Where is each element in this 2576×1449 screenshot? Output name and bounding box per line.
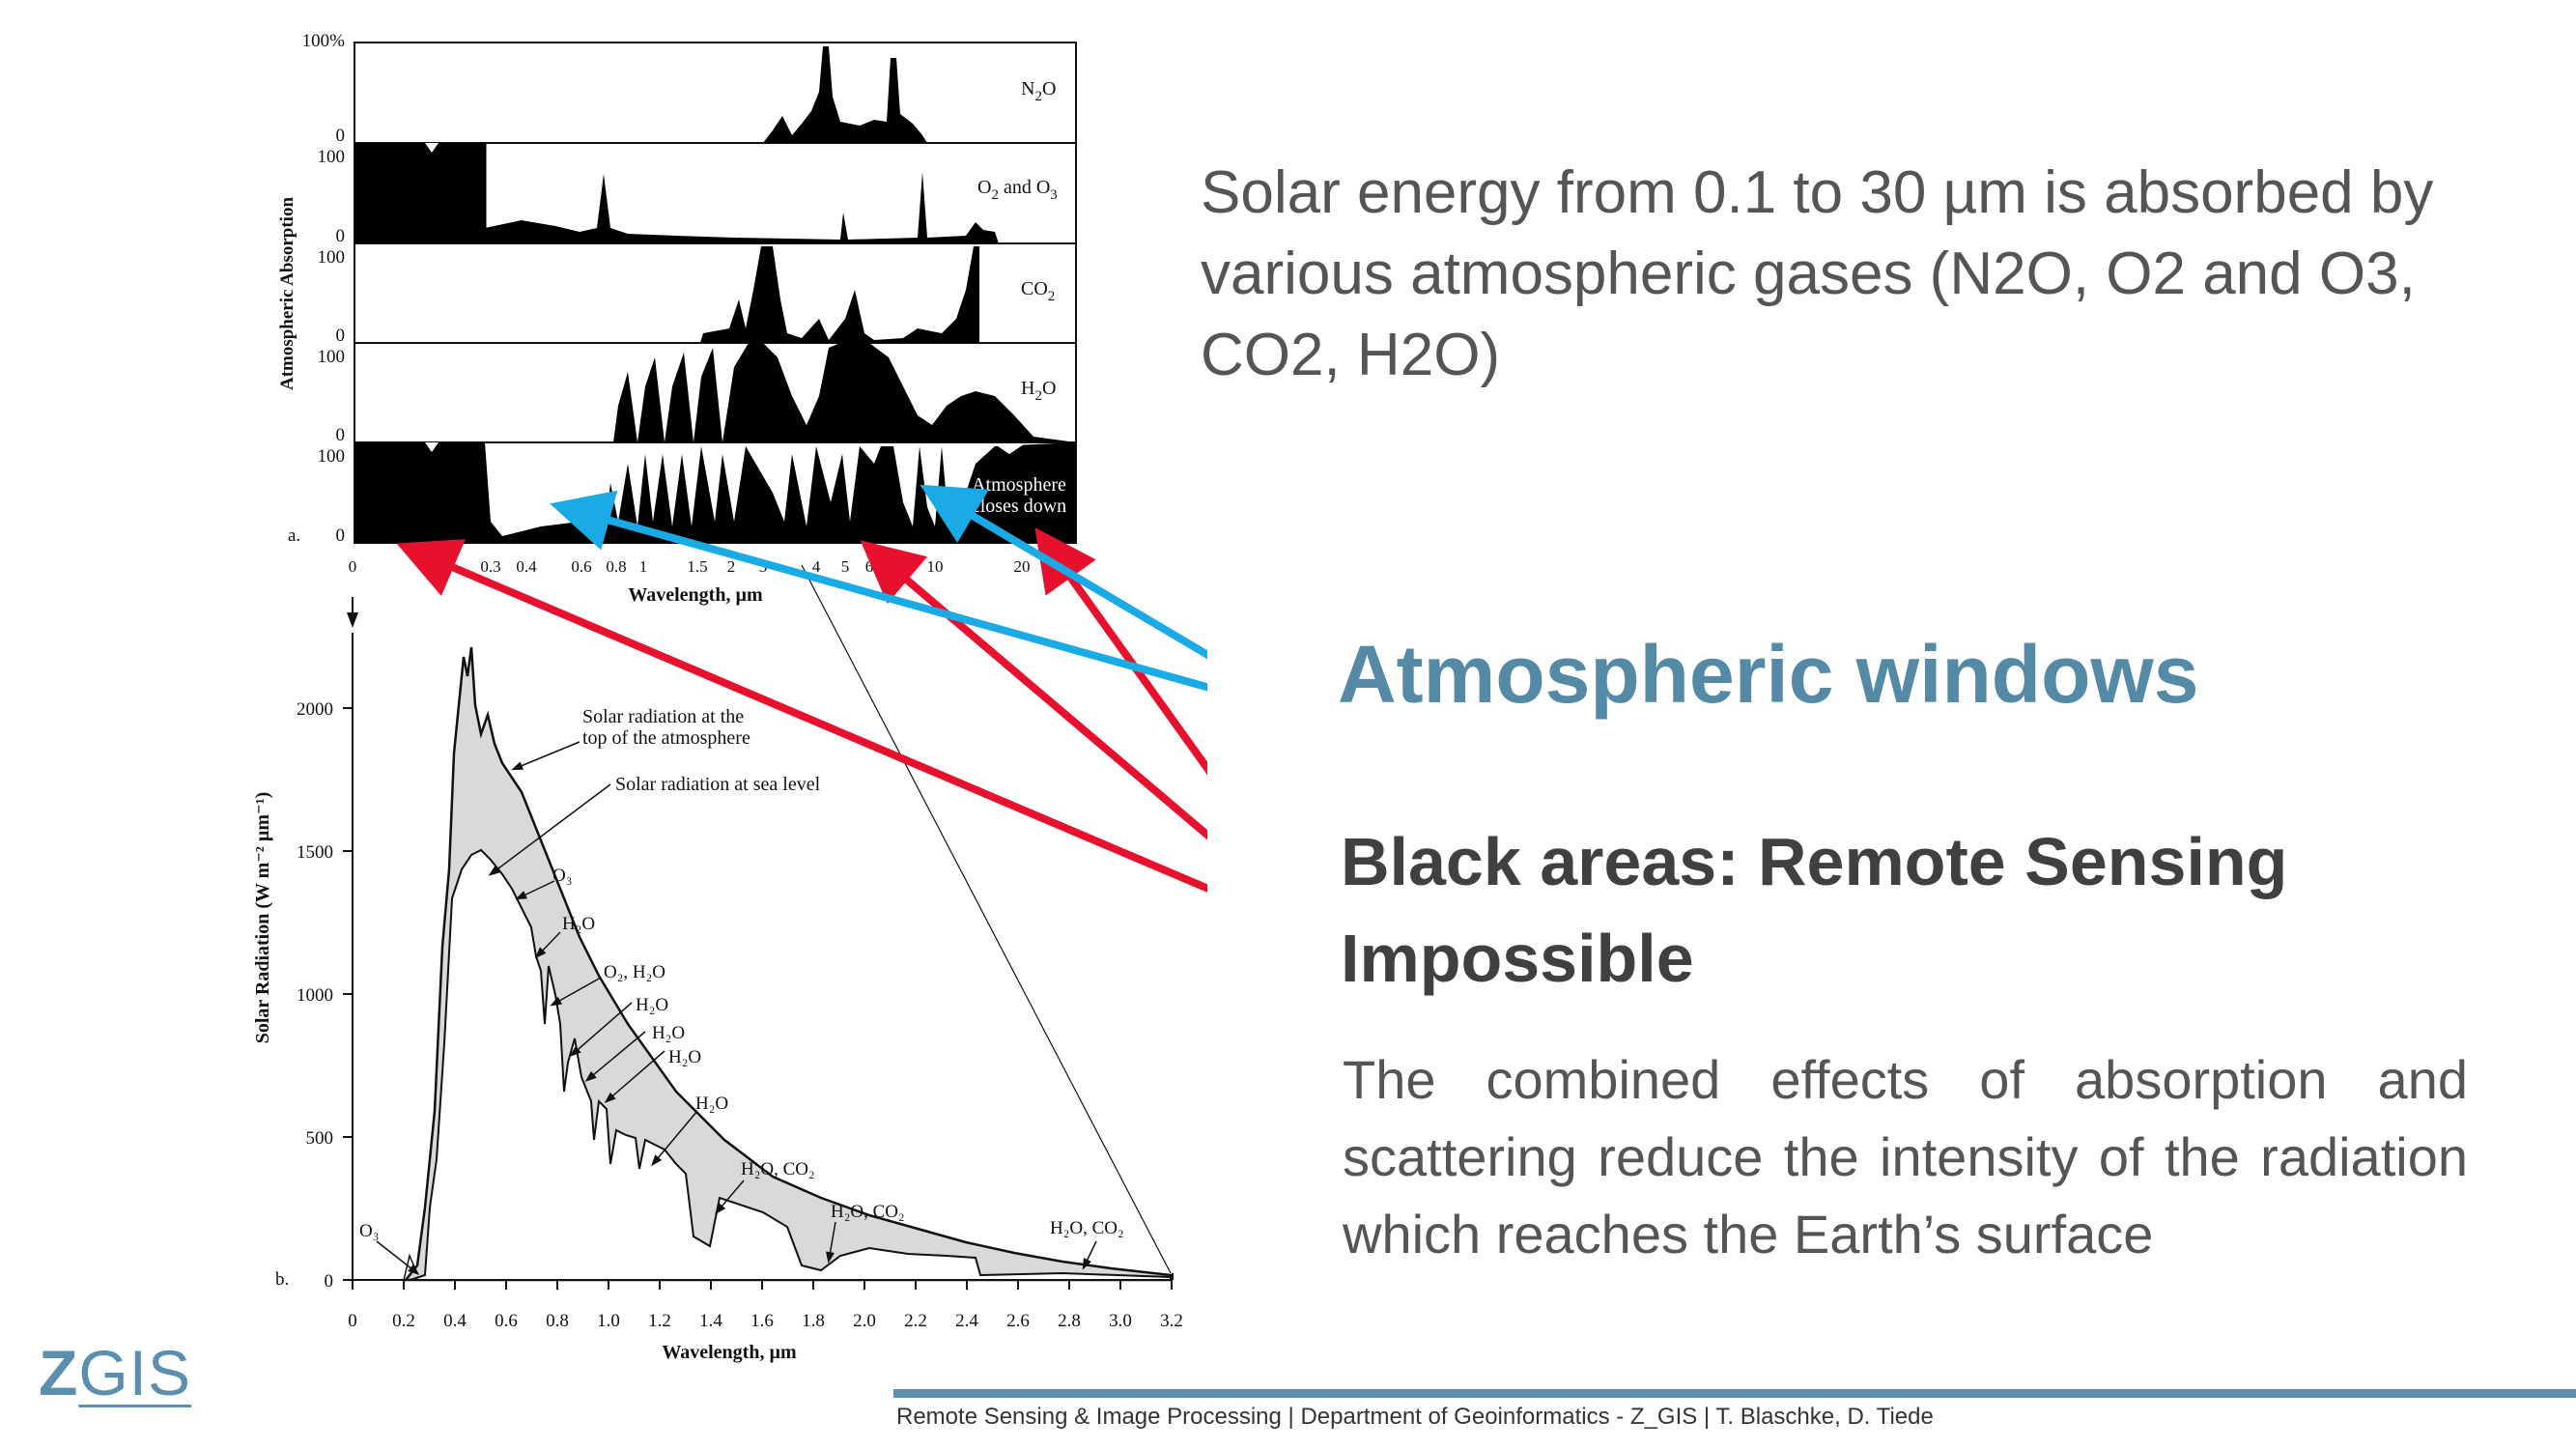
absorption-x-tick: 4 <box>812 557 821 576</box>
absorption-x-axis-label: Wavelength, µm <box>628 584 763 606</box>
solar-x-tick: 2.4 <box>955 1311 978 1331</box>
footer-text: Remote Sensing & Image Processing | Depa… <box>896 1404 1934 1430</box>
panel-1-bottom-label: 0 <box>336 126 346 146</box>
logo-gis: GIS <box>78 1337 192 1408</box>
absorption-x-tick: 0 <box>349 557 357 576</box>
solar-x-tick: 2.8 <box>1058 1311 1081 1331</box>
annotation-window-line1: Atmospheric <box>495 467 595 488</box>
solar-x-tick: 0.2 <box>392 1311 415 1331</box>
solar-x-tick: 0.4 <box>443 1311 467 1331</box>
absorption-feature-label: H₂O <box>652 1023 685 1043</box>
annotation-window-line2: window <box>515 488 578 509</box>
solar-x-tick: 0.8 <box>546 1311 569 1331</box>
gas-label-o2-o3: O2 and O3 <box>977 177 1058 203</box>
absorption-feature-label: H₂O, CO₂ <box>741 1159 815 1179</box>
solar-x-tick: 1.0 <box>597 1311 620 1331</box>
absorption-feature-label: O₃ <box>359 1221 379 1241</box>
absorption-chart: 100% 0 100 0 100 0 100 0 100 0 N2O O2 an… <box>277 31 1079 606</box>
absorption-feature-label: H₂O <box>562 914 595 934</box>
panel-4-top-label: 100 <box>318 347 346 367</box>
co2-absorption-band <box>700 246 979 343</box>
solar-x-tick: 1.6 <box>750 1311 774 1331</box>
footer-bar <box>893 1389 2576 1398</box>
panel-5-bottom-label: 0 <box>336 526 346 546</box>
h2o-absorption-band <box>613 343 1076 442</box>
absorption-x-tick: 0.3 <box>480 557 500 576</box>
absorption-feature-label: H₂O <box>668 1047 701 1067</box>
annotation-arrows <box>396 484 1207 893</box>
panel-1-top-label: 100% <box>302 31 346 51</box>
logo-z: Z <box>39 1337 79 1408</box>
combined-effects-text: The combined effects of absorption and s… <box>1343 1049 2468 1264</box>
absorption-x-tick: 6 <box>865 557 874 576</box>
absorption-x-tick: 10 <box>927 557 944 576</box>
solar-y-tick: 1500 <box>297 842 333 863</box>
solar-x-tick: 1.2 <box>648 1311 671 1331</box>
main-description: Solar energy from 0.1 to 30 µm is absorb… <box>1201 159 2434 388</box>
absorption-x-tick: 5 <box>841 557 850 576</box>
spectrum-figure: 100% 0 100 0 100 0 100 0 100 0 N2O O2 an… <box>252 31 1207 1363</box>
black-areas-text: Black areas: Remote Sensing Impossible <box>1341 824 2288 996</box>
solar-x-tick: 2.2 <box>904 1311 927 1331</box>
solar-y-ticks: 0 500 1000 1500 2000 <box>297 699 353 1292</box>
atmospheric-windows-heading: Atmospheric windows <box>1338 629 2199 720</box>
absorption-y-axis-label: Atmospheric Absorption <box>277 197 297 390</box>
absorption-feature-labels: O₃ H₂O O₂, H₂O H₂O H₂O H₂O H₂O H₂O, CO₂ H₂O, CO₂… <box>359 866 1124 1241</box>
gas-label-n2o: N2O <box>1021 78 1056 104</box>
solar-y-tick: 500 <box>306 1128 334 1149</box>
solar-x-tick: 0.6 <box>495 1311 518 1331</box>
panel-2-bottom-label: 0 <box>336 226 346 246</box>
solar-x-tick: 0 <box>348 1311 357 1331</box>
annotation-closes-line1: Atmosphere <box>972 474 1066 496</box>
label-top-atmosphere-line1: Solar radiation at the <box>582 706 744 727</box>
n2o-absorption-band <box>763 46 927 143</box>
solar-radiation-chart: 0 500 1000 1500 2000 0 0.2 0.4 0.6 0.8 1.0 1.2 1.4 1… <box>252 564 1183 1363</box>
zgis-logo: ZGIS <box>39 1336 191 1409</box>
solar-x-tick: 3.0 <box>1109 1311 1132 1331</box>
absorption-feature-label: H₂O <box>695 1094 728 1114</box>
panel-b-label: b. <box>275 1269 289 1290</box>
solar-x-tick: 1.8 <box>802 1311 825 1331</box>
gas-label-h2o: H2O <box>1021 378 1056 404</box>
total-absorption-band <box>354 442 1076 543</box>
solar-y-tick: 0 <box>325 1271 334 1292</box>
solar-sea-level-area <box>410 848 1172 1281</box>
solar-x-tick: 1.4 <box>699 1311 722 1331</box>
solar-x-tick: 3.2 <box>1160 1311 1183 1331</box>
solar-y-tick: 1000 <box>297 985 333 1006</box>
panel-4-bottom-label: 0 <box>336 425 346 445</box>
label-top-atmosphere-line2: top of the atmosphere <box>582 727 750 749</box>
panel-a-label: a. <box>288 526 300 546</box>
absorption-x-tick: 0.6 <box>571 557 591 576</box>
panel-3-bottom-label: 0 <box>336 326 346 346</box>
panel-5-top-label: 100 <box>318 446 346 467</box>
solar-x-tick: 2.0 <box>853 1311 876 1331</box>
solar-y-axis-label: Solar Radiation (W m⁻² µm⁻¹) <box>252 792 273 1044</box>
absorption-feature-label: H₂O, CO₂ <box>1050 1218 1124 1238</box>
absorption-x-tick: 0.4 <box>516 557 537 576</box>
solar-y-tick: 2000 <box>297 699 333 720</box>
solar-x-tick: 2.6 <box>1006 1311 1030 1331</box>
panel-2-top-label: 100 <box>318 147 346 167</box>
absorption-x-tick: 2 <box>727 557 736 576</box>
gas-label-co2: CO2 <box>1021 278 1055 304</box>
panel-3-top-label: 100 <box>318 247 346 268</box>
absorption-x-tick: 0.8 <box>606 557 626 576</box>
absorption-feature-label: H₂O, CO₂ <box>831 1202 905 1222</box>
annotation-closes-line2: closes down <box>972 496 1066 517</box>
absorption-x-tick: 20 <box>1014 557 1031 576</box>
solar-x-axis-label: Wavelength, µm <box>662 1342 797 1363</box>
absorption-feature-label: O₃ <box>552 866 572 886</box>
solar-x-ticks: 0 0.2 0.4 0.6 0.8 1.0 1.2 1.4 1.6 1.8 2.0 2.2 2.4 2.6… <box>348 1280 1183 1331</box>
absorption-feature-label: O₂, H₂O <box>604 962 665 982</box>
absorption-x-tick: 1 <box>639 557 648 576</box>
absorption-x-tick: 1.5 <box>687 557 707 576</box>
label-sea-level: Solar radiation at sea level <box>615 774 821 795</box>
o2-o3-absorption-band <box>354 143 999 243</box>
absorption-feature-label: H₂O <box>636 995 668 1015</box>
